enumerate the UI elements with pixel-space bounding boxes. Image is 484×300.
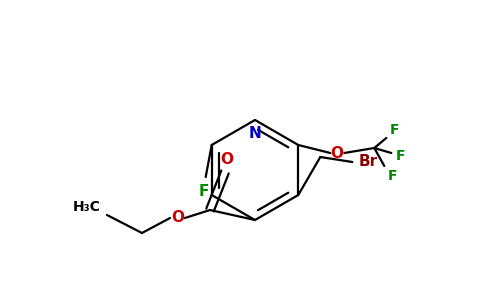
Text: F: F	[395, 149, 405, 163]
Text: F: F	[198, 184, 209, 199]
Text: O: O	[171, 211, 184, 226]
Text: N: N	[249, 127, 261, 142]
Text: F: F	[390, 123, 399, 137]
Text: F: F	[388, 169, 397, 183]
Text: Br: Br	[359, 154, 378, 169]
Text: O: O	[330, 146, 343, 160]
Text: H₃C: H₃C	[73, 200, 101, 214]
Text: O: O	[221, 152, 233, 167]
